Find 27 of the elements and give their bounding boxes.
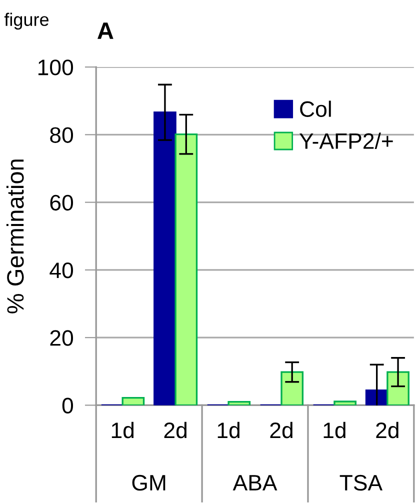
x-tick-label: 2d xyxy=(376,422,398,438)
x-tick-label: 1d xyxy=(324,422,346,438)
x-tick-label: 1d xyxy=(218,422,240,438)
y-tick-label: 100 xyxy=(38,60,74,76)
bar xyxy=(228,401,251,406)
x-tick-label: 1d xyxy=(112,422,134,438)
y-axis-title: % Germination xyxy=(6,160,24,314)
x-tick-label: 2d xyxy=(270,422,292,438)
y-tick-label: 20 xyxy=(50,330,74,346)
text: GM xyxy=(132,474,166,491)
y-tick-label: 60 xyxy=(50,194,74,211)
text: figure xyxy=(4,12,49,30)
bar xyxy=(174,133,198,406)
y-tick-label: 0 xyxy=(62,398,74,414)
y-tick-label: 40 xyxy=(50,262,74,278)
text: ABA xyxy=(232,475,278,490)
text: TSA xyxy=(340,474,383,491)
bar xyxy=(386,371,410,406)
bar xyxy=(280,371,304,406)
legend-label: Col xyxy=(300,100,331,117)
chart-title: A xyxy=(98,22,114,39)
legend-label: Y-AFP2/+ xyxy=(299,132,393,149)
bar xyxy=(122,396,145,406)
bar xyxy=(334,400,356,406)
y-tick-label: 80 xyxy=(50,127,74,143)
bar xyxy=(154,112,176,406)
x-tick-label: 2d xyxy=(164,422,186,438)
